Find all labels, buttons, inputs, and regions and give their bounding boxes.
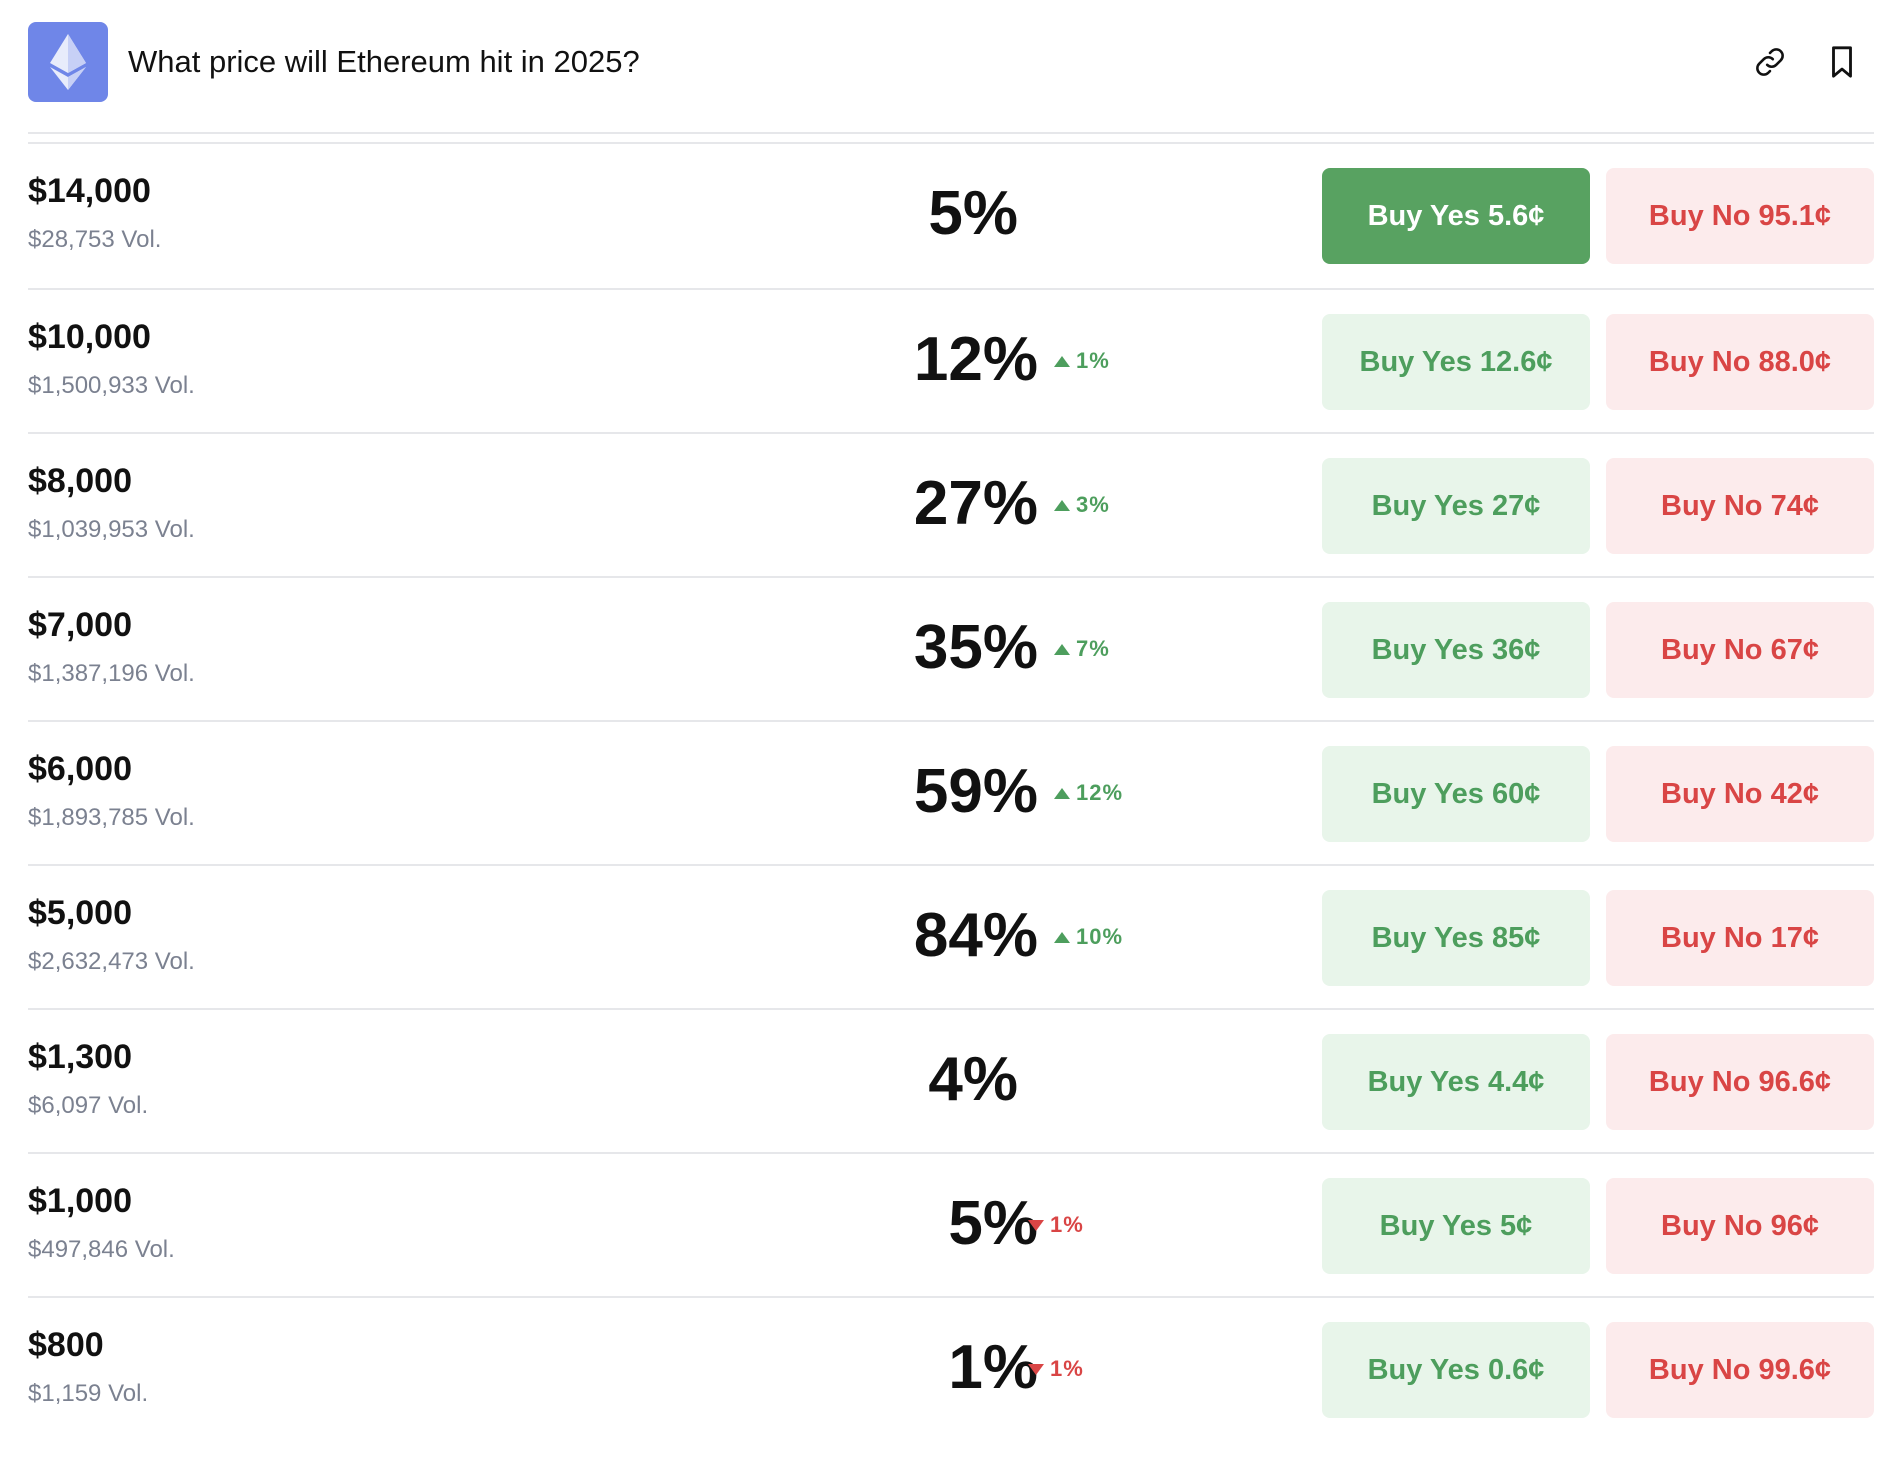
buy-no-button[interactable]: Buy No 95.1¢ xyxy=(1606,168,1874,264)
buy-no-button[interactable]: Buy No 96¢ xyxy=(1606,1178,1874,1274)
chance-change: 3% xyxy=(1054,492,1110,518)
outcome-row[interactable]: $10,000 $1,500,933 Vol. 12% 1% Buy Yes 12.6¢… xyxy=(28,288,1874,432)
outcome-volume: $1,159 Vol. xyxy=(28,1380,149,1407)
market-header: What price will Ethereum hit in 2025? xyxy=(28,22,1874,102)
outcome-row[interactable]: $14,000 $28,753 Vol. 5% Buy Yes 5.6¢ Buy No … xyxy=(28,144,1874,288)
outcome-price: $7,000 xyxy=(28,606,132,644)
outcome-chance: 27% xyxy=(913,469,1038,538)
outcome-list: $14,000 $28,753 Vol. 5% Buy Yes 5.6¢ Buy No … xyxy=(28,144,1874,1440)
outcome-price: $6,000 xyxy=(28,750,132,788)
outcome-row[interactable]: $8,000 $1,039,953 Vol. 27% 3% Buy Yes 27¢ Buy… xyxy=(28,432,1874,576)
chance-change: 1% xyxy=(1028,1356,1084,1382)
outcome-volume: $1,500,933 Vol. xyxy=(28,372,195,399)
chance-change-value: 1% xyxy=(1076,348,1110,373)
arrow-down-icon xyxy=(1028,1363,1044,1375)
buy-yes-button[interactable]: Buy Yes 60¢ xyxy=(1322,746,1590,842)
buy-yes-button[interactable]: Buy Yes 0.6¢ xyxy=(1322,1322,1590,1418)
outcome-row-content: $1,000 $497,846 Vol. 5% 1% Buy Yes 5¢ Buy No … xyxy=(28,1154,1874,1298)
buy-no-button[interactable]: Buy No 88.0¢ xyxy=(1606,314,1874,410)
outcome-volume: $1,039,953 Vol. xyxy=(28,516,195,543)
outcome-price: $1,000 xyxy=(28,1182,132,1220)
chance-change-value: 12% xyxy=(1076,780,1124,805)
arrow-up-icon xyxy=(1054,931,1070,943)
chance-change-value: 1% xyxy=(1050,1356,1084,1381)
outcome-chance: 59% xyxy=(913,757,1038,826)
outcome-chance: 1% xyxy=(948,1333,1038,1402)
outcome-chance: 12% xyxy=(913,325,1038,394)
outcome-price: $5,000 xyxy=(28,894,132,932)
outcome-price: $800 xyxy=(28,1326,104,1364)
buy-yes-button[interactable]: Buy Yes 5.6¢ xyxy=(1322,168,1590,264)
buy-yes-button[interactable]: Buy Yes 4.4¢ xyxy=(1322,1034,1590,1130)
outcome-volume: $6,097 Vol. xyxy=(28,1092,149,1119)
chance-change: 1% xyxy=(1028,1212,1084,1238)
outcome-volume: $28,753 Vol. xyxy=(28,226,162,253)
outcome-volume: $1,893,785 Vol. xyxy=(28,804,195,831)
bookmark-icon[interactable] xyxy=(1822,42,1862,82)
outcome-row[interactable]: $5,000 $2,632,473 Vol. 84% 10% Buy Yes 85¢ Bu… xyxy=(28,864,1874,1008)
chance-change: 10% xyxy=(1054,924,1123,950)
buy-no-button[interactable]: Buy No 99.6¢ xyxy=(1606,1322,1874,1418)
link-icon[interactable] xyxy=(1750,42,1790,82)
arrow-up-icon xyxy=(1054,499,1070,511)
chance-change-value: 1% xyxy=(1050,1212,1084,1237)
buy-yes-button[interactable]: Buy Yes 27¢ xyxy=(1322,458,1590,554)
outcome-price: $10,000 xyxy=(28,318,151,356)
outcome-price: $8,000 xyxy=(28,462,132,500)
outcome-row[interactable]: $6,000 $1,893,785 Vol. 59% 12% Buy Yes 60¢ Bu… xyxy=(28,720,1874,864)
outcome-volume: $1,387,196 Vol. xyxy=(28,660,195,687)
outcome-chance: 35% xyxy=(913,613,1038,682)
outcome-price: $1,300 xyxy=(28,1038,132,1076)
buy-yes-button[interactable]: Buy Yes 85¢ xyxy=(1322,890,1590,986)
buy-no-button[interactable]: Buy No 42¢ xyxy=(1606,746,1874,842)
chance-change: 12% xyxy=(1054,780,1123,806)
chance-change: 7% xyxy=(1054,636,1110,662)
header-divider xyxy=(28,142,1874,144)
outcome-row[interactable]: $1,300 $6,097 Vol. 4% Buy Yes 4.4¢ Buy No 96… xyxy=(28,1008,1874,1152)
outcome-chance: 5% xyxy=(948,1189,1038,1258)
outcome-chance: 84% xyxy=(913,901,1038,970)
arrow-up-icon xyxy=(1054,355,1070,367)
outcome-row-content: $8,000 $1,039,953 Vol. 27% 3% Buy Yes 27¢ Buy… xyxy=(28,434,1874,578)
chance-change-value: 3% xyxy=(1076,492,1110,517)
outcome-row-content: $800 $1,159 Vol. 1% 1% Buy Yes 0.6¢ Buy No 99… xyxy=(28,1298,1874,1442)
chance-change: 1% xyxy=(1054,348,1110,374)
buy-yes-button[interactable]: Buy Yes 12.6¢ xyxy=(1322,314,1590,410)
buy-no-button[interactable]: Buy No 17¢ xyxy=(1606,890,1874,986)
buy-no-button[interactable]: Buy No 74¢ xyxy=(1606,458,1874,554)
outcome-chance: 5% xyxy=(928,179,1018,248)
outcome-row-content: $6,000 $1,893,785 Vol. 59% 12% Buy Yes 60¢ Bu… xyxy=(28,722,1874,866)
outcome-volume: $2,632,473 Vol. xyxy=(28,948,195,975)
buy-yes-button[interactable]: Buy Yes 36¢ xyxy=(1322,602,1590,698)
outcome-chance: 4% xyxy=(928,1045,1018,1114)
header-divider xyxy=(28,132,1874,134)
buy-no-button[interactable]: Buy No 67¢ xyxy=(1606,602,1874,698)
outcome-row-content: $7,000 $1,387,196 Vol. 35% 7% Buy Yes 36¢ Buy… xyxy=(28,578,1874,722)
outcome-row-content: $1,300 $6,097 Vol. 4% Buy Yes 4.4¢ Buy No 96… xyxy=(28,1010,1874,1154)
outcome-price: $14,000 xyxy=(28,172,151,210)
buy-no-button[interactable]: Buy No 96.6¢ xyxy=(1606,1034,1874,1130)
outcome-row[interactable]: $7,000 $1,387,196 Vol. 35% 7% Buy Yes 36¢ Buy… xyxy=(28,576,1874,720)
market-title: What price will Ethereum hit in 2025? xyxy=(128,44,640,79)
buy-yes-button[interactable]: Buy Yes 5¢ xyxy=(1322,1178,1590,1274)
chance-change-value: 10% xyxy=(1076,924,1124,949)
outcome-row-content: $5,000 $2,632,473 Vol. 84% 10% Buy Yes 85¢ Bu… xyxy=(28,866,1874,1010)
outcome-row[interactable]: $800 $1,159 Vol. 1% 1% Buy Yes 0.6¢ Buy No 99… xyxy=(28,1296,1874,1440)
ethereum-icon xyxy=(28,22,108,102)
arrow-up-icon xyxy=(1054,787,1070,799)
outcome-row[interactable]: $1,000 $497,846 Vol. 5% 1% Buy Yes 5¢ Buy No … xyxy=(28,1152,1874,1296)
outcome-volume: $497,846 Vol. xyxy=(28,1236,175,1263)
arrow-down-icon xyxy=(1028,1219,1044,1231)
outcome-row-content: $14,000 $28,753 Vol. 5% Buy Yes 5.6¢ Buy No … xyxy=(28,144,1874,288)
outcome-row-content: $10,000 $1,500,933 Vol. 12% 1% Buy Yes 12.6¢… xyxy=(28,290,1874,434)
arrow-up-icon xyxy=(1054,643,1070,655)
chance-change-value: 7% xyxy=(1076,636,1110,661)
